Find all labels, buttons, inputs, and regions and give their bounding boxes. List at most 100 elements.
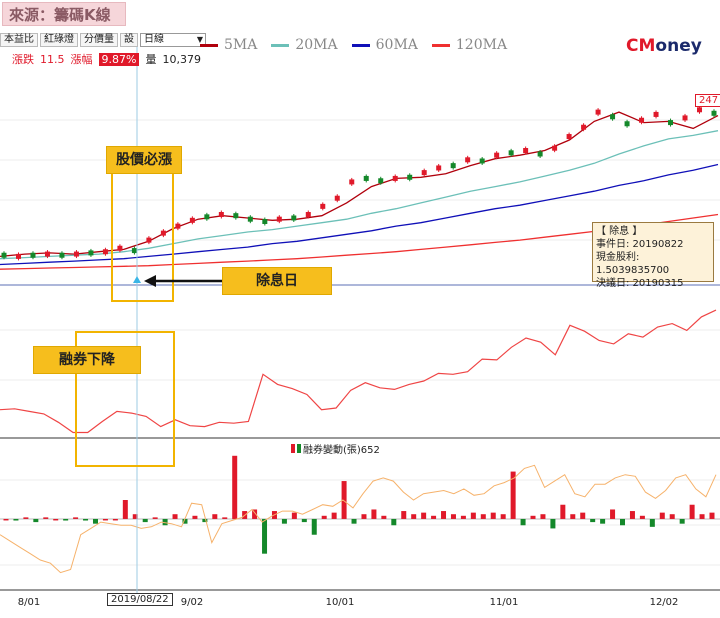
candle-body xyxy=(320,203,326,209)
candle-body xyxy=(44,251,50,257)
annotation-short-decline: 融券下降 xyxy=(33,346,141,374)
candle-body xyxy=(349,179,355,185)
candle-body xyxy=(624,121,630,127)
short-change-bar xyxy=(351,518,357,524)
short-change-bar xyxy=(520,518,526,526)
traffic-light-button[interactable]: 紅綠燈 xyxy=(40,33,78,47)
short-change-bar xyxy=(431,515,437,519)
short-change-bar xyxy=(460,515,466,519)
short-change-bar xyxy=(391,518,397,526)
short-change-bar xyxy=(679,518,685,524)
x-tick-label: 8/01 xyxy=(18,597,40,608)
short-change-bar xyxy=(162,518,168,526)
candle-body xyxy=(479,158,485,164)
candle-body xyxy=(15,253,21,259)
short-change-bar xyxy=(112,518,118,521)
short-change-bar xyxy=(620,518,626,526)
annotation-price-surge: 股價必漲 xyxy=(106,146,182,174)
x-tick-label: 10/01 xyxy=(326,597,355,608)
short-change-bar xyxy=(629,511,635,519)
candle-body xyxy=(566,134,572,140)
candle-body xyxy=(523,148,529,154)
short-change-bar xyxy=(421,512,427,519)
candle-body xyxy=(102,249,108,255)
short-change-bar xyxy=(152,517,158,519)
short-change-bar xyxy=(321,515,327,519)
short-change-overlay-line xyxy=(0,464,717,574)
short-change-bar xyxy=(659,512,665,519)
short-change-bar xyxy=(262,518,268,554)
ex-dividend-arrow-head-icon xyxy=(144,275,156,287)
x-tick-label: 11/01 xyxy=(490,597,519,608)
short-change-bar xyxy=(202,518,208,523)
short-change-bar xyxy=(122,500,128,519)
candle-body xyxy=(59,252,65,258)
short-change-bar xyxy=(252,509,258,519)
short-change-bar xyxy=(550,518,556,529)
change-value: 11.5 xyxy=(40,52,65,66)
dividend-info-box: 【 除息 】 事件日: 20190822 現金股利: 1.5039835700 … xyxy=(592,222,714,289)
short-change-bar xyxy=(441,511,447,519)
candle-body xyxy=(639,117,645,123)
candle-body xyxy=(508,150,514,156)
candle-body xyxy=(537,151,543,157)
short-change-bar xyxy=(450,514,456,519)
candle-body xyxy=(697,107,703,113)
short-change-bar xyxy=(570,514,576,519)
candle-body xyxy=(711,110,717,116)
short-change-bar xyxy=(669,514,675,519)
legend-label: 60MA xyxy=(375,37,418,53)
short-change-bar xyxy=(3,518,9,521)
short-change-bar xyxy=(281,518,287,524)
source-label: 來源：籌碼K線 xyxy=(2,2,126,26)
legend-swatch xyxy=(200,43,218,47)
candle-body xyxy=(392,175,398,181)
candle-body xyxy=(117,245,123,251)
legend-item-20ma: 20MA xyxy=(271,37,338,53)
short-change-bar xyxy=(43,517,49,519)
period-select-value: 日線 xyxy=(144,34,164,45)
candle-body xyxy=(465,157,471,163)
legend-swatch xyxy=(271,43,290,47)
candle-body xyxy=(668,120,674,126)
ma-line-60ma xyxy=(0,163,719,266)
short-change-bar xyxy=(341,481,347,519)
settings-button[interactable]: 設 xyxy=(120,33,138,47)
short-change-bar xyxy=(232,455,238,519)
short-change-bar xyxy=(639,515,645,519)
pe-ratio-button[interactable]: 本益比 xyxy=(0,33,38,47)
change-label: 漲跌 xyxy=(12,53,34,66)
candle-body xyxy=(73,251,79,257)
candle-body xyxy=(407,174,413,180)
short-change-bar xyxy=(560,504,566,519)
short-change-bar xyxy=(172,514,178,519)
x-tick-label: 12/02 xyxy=(650,597,679,608)
candle-body xyxy=(595,109,601,115)
legend-item-120ma: 120MA xyxy=(431,37,507,53)
volume-label: 量 xyxy=(145,53,157,66)
price-volume-button[interactable]: 分價量 xyxy=(80,33,118,47)
candle-body xyxy=(581,124,587,130)
short-change-bar xyxy=(182,518,188,524)
pct-label: 漲幅 xyxy=(70,53,93,66)
short-change-bar xyxy=(709,512,715,519)
selected-date-marker: 2019/08/22 xyxy=(107,593,173,606)
candle-body xyxy=(160,230,166,236)
short-change-bar xyxy=(301,518,307,523)
short-change-bar xyxy=(92,518,98,524)
candle-body xyxy=(204,214,210,220)
legend-label: 20MA xyxy=(295,37,338,53)
legend-swatch xyxy=(431,43,450,47)
short-change-bar xyxy=(580,512,586,519)
candle-body xyxy=(291,215,297,221)
candle-body xyxy=(450,163,456,169)
candle-body xyxy=(305,212,311,218)
short-change-bar xyxy=(53,518,59,521)
short-change-bar xyxy=(480,514,486,519)
info-title: 【 除息 】 xyxy=(596,226,643,237)
period-select[interactable]: 日線 ▼ xyxy=(140,33,206,47)
short-change-bar xyxy=(102,518,108,521)
volume-value: 10,379 xyxy=(162,52,201,66)
short-change-bar xyxy=(610,509,616,519)
